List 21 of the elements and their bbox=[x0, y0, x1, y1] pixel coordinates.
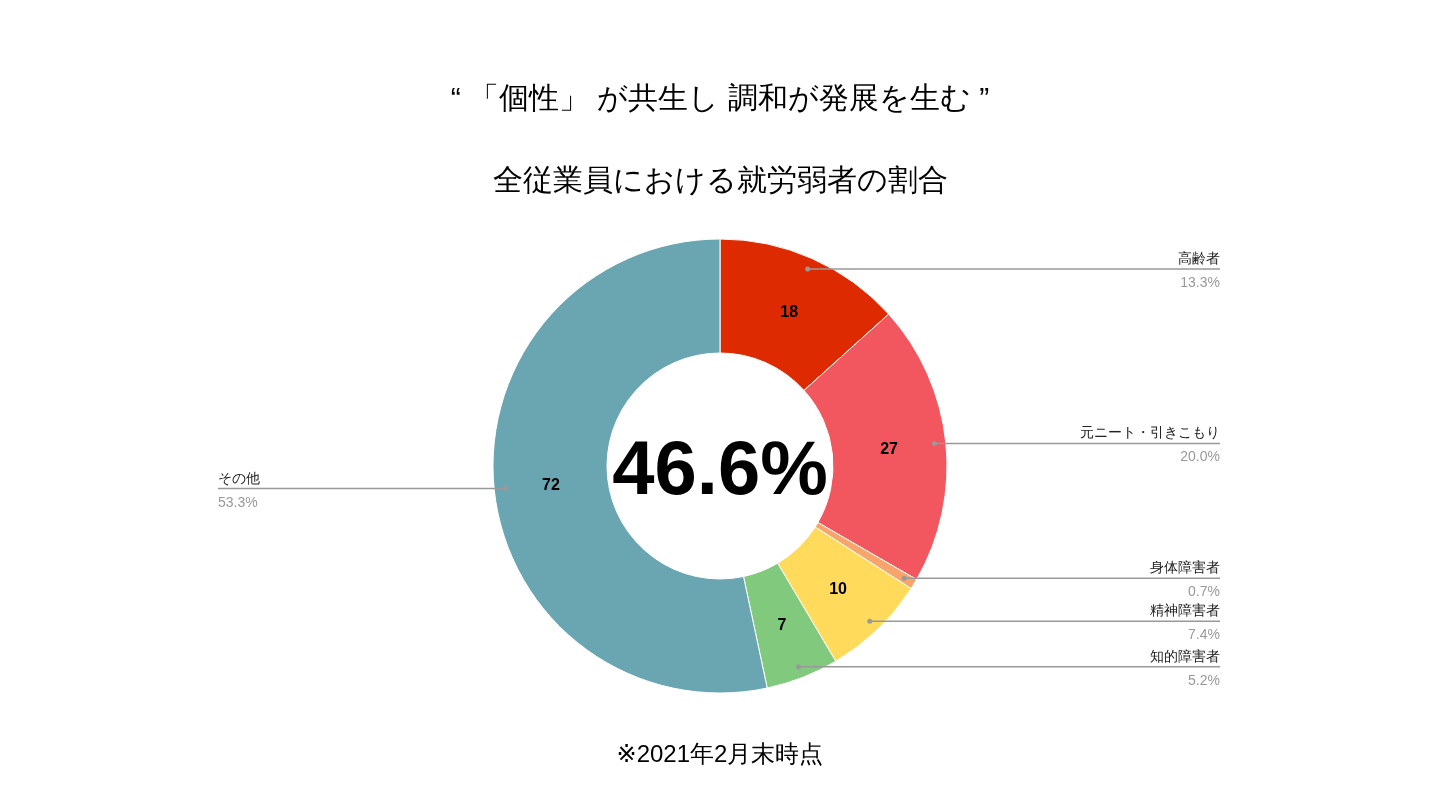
slice-label: 身体障害者 bbox=[1150, 559, 1220, 576]
slice-label: 知的障害者 bbox=[1150, 647, 1220, 664]
data-label: 27 bbox=[880, 440, 899, 458]
text: 20.0% bbox=[1180, 448, 1220, 465]
chart-subtitle: 全従業員における就労弱者の割合 bbox=[492, 163, 948, 196]
data-label: 10 bbox=[829, 580, 848, 598]
slice-label: その他 bbox=[218, 469, 260, 486]
slice-label: 元ニート・引きこもり bbox=[1080, 424, 1220, 441]
text: 53.3% bbox=[218, 493, 258, 510]
text: 13.3% bbox=[1180, 273, 1220, 290]
data-label: 7 bbox=[777, 616, 787, 634]
text: 46.6% bbox=[612, 425, 828, 510]
data-label: 18 bbox=[780, 302, 799, 320]
text: ※2021年2月末時点 bbox=[616, 740, 824, 767]
data-label: 72 bbox=[542, 475, 560, 493]
slice-label: 精神障害者 bbox=[1150, 602, 1220, 619]
text: 0.7% bbox=[1188, 583, 1220, 600]
text: 5.2% bbox=[1188, 671, 1220, 688]
text: 7.4% bbox=[1188, 626, 1220, 643]
slice-label: 高齢者 bbox=[1178, 249, 1220, 266]
chart-title: “ 「個性」 が共生し 調和が発展を生む ” bbox=[450, 81, 990, 114]
